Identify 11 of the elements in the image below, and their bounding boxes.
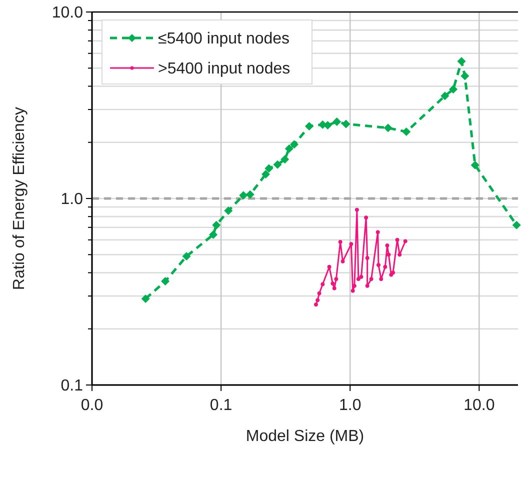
y-tick-label: 1.0 bbox=[60, 191, 84, 208]
legend-label: ≤5400 input nodes bbox=[158, 30, 290, 48]
x-tick-label: 1.0 bbox=[338, 397, 362, 414]
legend-label: >5400 input nodes bbox=[158, 60, 290, 78]
x-axis-title: Model Size (MB) bbox=[246, 428, 364, 445]
y-tick-label: 10.0 bbox=[52, 4, 84, 22]
x-tick-label: 0.1 bbox=[210, 397, 232, 414]
x-tick-label: 0.0 bbox=[80, 397, 104, 414]
y-axis-title: Ratio of Energy Efficiency bbox=[11, 107, 28, 290]
y-tick-label: 0.1 bbox=[60, 378, 84, 395]
x-tick-label: 10.0 bbox=[464, 397, 495, 414]
